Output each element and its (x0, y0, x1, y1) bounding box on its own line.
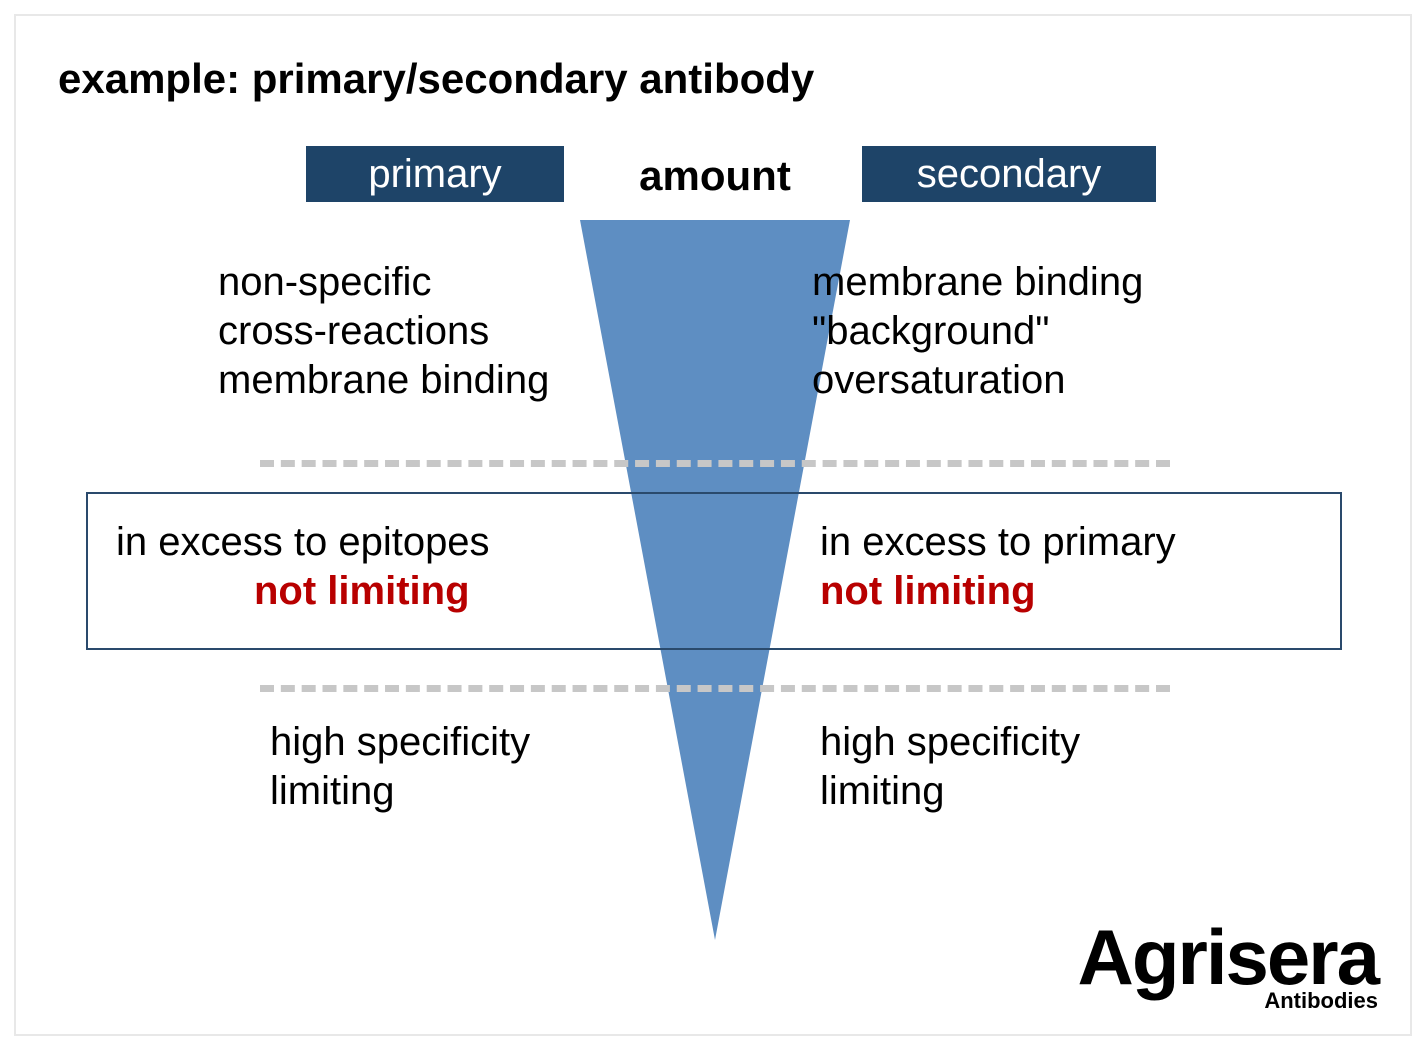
text-line: oversaturation (812, 356, 1282, 405)
text-line: limiting (820, 767, 1240, 816)
bottom-secondary-text: high specificity limiting (820, 718, 1240, 816)
dashed-divider-bottom (260, 685, 1170, 692)
text-line: not limiting (820, 567, 1310, 616)
text-line: cross-reactions (218, 307, 638, 356)
text-line: "background" (812, 307, 1282, 356)
header-secondary-box: secondary (862, 146, 1156, 202)
header-primary-box: primary (306, 146, 564, 202)
brand-logo: Agrisera Antibodies (1078, 922, 1379, 1014)
not-limiting-label: not limiting (116, 567, 470, 616)
middle-secondary-text: in excess to primary not limiting (820, 518, 1310, 616)
middle-primary-text: in excess to epitopes not limiting (116, 518, 606, 616)
text-line: non-specific (218, 258, 638, 307)
text-line: membrane binding (812, 258, 1282, 307)
header-amount-label: amount (600, 152, 830, 200)
text-line: high specificity (820, 718, 1240, 767)
header-row: primary amount secondary (0, 146, 1426, 206)
top-primary-text: non-specific cross-reactions membrane bi… (218, 258, 638, 404)
text-line: limiting (270, 767, 690, 816)
text-line: in excess to primary (820, 518, 1310, 567)
diagram-title: example: primary/secondary antibody (58, 55, 814, 103)
top-secondary-text: membrane binding "background" oversatura… (812, 258, 1282, 404)
bottom-primary-text: high specificity limiting (270, 718, 690, 816)
brand-name: Agrisera (1078, 922, 1379, 992)
not-limiting-label: not limiting (820, 567, 1036, 616)
dashed-divider-top (260, 460, 1170, 467)
text-line: not limiting (116, 567, 606, 616)
text-line: in excess to epitopes (116, 518, 606, 567)
text-line: high specificity (270, 718, 690, 767)
text-line: membrane binding (218, 356, 638, 405)
